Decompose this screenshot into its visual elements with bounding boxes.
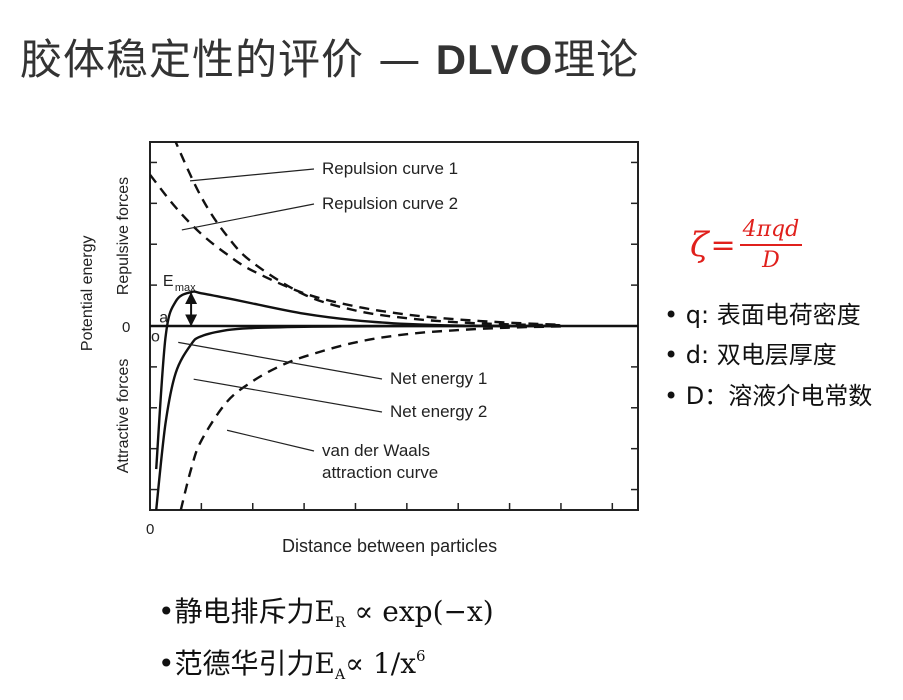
zeta-symbol: ζ: [690, 225, 709, 265]
label-vdw-line1: van der Waals: [322, 441, 430, 460]
label-net-energy-2: Net energy 2: [390, 402, 487, 421]
van-der-waals-curve: [179, 325, 561, 510]
zeta-numerator: 4πqd: [739, 217, 803, 246]
definition-q: • q: 表面电荷密度: [664, 301, 861, 329]
label-vdw-line2: attraction curve: [322, 463, 438, 482]
label-net-energy-1: Net energy 1: [390, 369, 487, 388]
zeta-equals: =: [710, 227, 736, 263]
label-net-energy-2-leader: [193, 378, 383, 413]
label-point-a: a: [159, 310, 168, 327]
label-emax: E: [163, 273, 174, 290]
definition-D: • D：溶液介电常数: [664, 382, 873, 410]
label-repulsion-1: Repulsion curve 1: [322, 159, 458, 178]
net-energy-2: [155, 324, 561, 510]
repulsion-curve-1: [174, 142, 561, 327]
label-net-energy-1-leader: [178, 341, 383, 380]
x-origin-label: 0: [146, 521, 154, 538]
dlvo-chart: Repulsion curve 1 Repulsion curve 2 Net en…: [79, 141, 639, 556]
y-zero-label: 0: [122, 319, 130, 336]
zeta-denominator: D: [762, 248, 780, 273]
formula-attraction: •范德华引力EA∝ 1/x6: [158, 647, 426, 683]
label-point-o: o: [151, 329, 160, 346]
label-repulsion-2: Repulsion curve 2: [322, 194, 458, 213]
y-label-repulsive: Repulsive forces: [115, 177, 132, 295]
zeta-fraction: 4πqd D: [739, 217, 803, 273]
label-vdw-1-leader: [226, 429, 315, 452]
x-axis-label: Distance between particles: [282, 536, 497, 556]
y-axis-label: Potential energy: [79, 235, 96, 351]
definition-d: • d: 双电层厚度: [664, 341, 837, 369]
label-repulsion-2-leader: [181, 203, 315, 231]
zeta-formula: ζ = 4πqd D: [690, 217, 803, 273]
formula-repulsion: •静电排斥力ER ∝ exp(−x): [158, 595, 494, 631]
y-label-attractive: Attractive forces: [115, 359, 132, 474]
label-emax-sub: max: [175, 282, 196, 294]
repulsion-curve-2: [150, 173, 561, 326]
slide-title: 胶体稳定性的评价 — DLVO理论: [20, 35, 640, 84]
label-repulsion-1-leader: [190, 168, 315, 182]
